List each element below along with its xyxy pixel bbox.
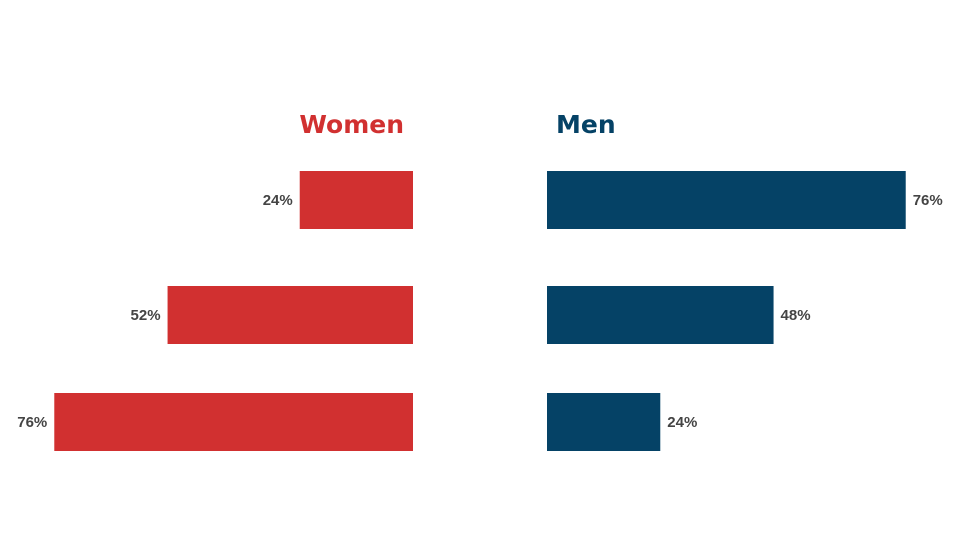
men-bar-3 bbox=[547, 393, 661, 451]
men-value-label-1: 76% bbox=[913, 192, 943, 209]
women-value-label-3: 76% bbox=[17, 414, 47, 431]
women-bar-2 bbox=[167, 286, 413, 344]
men-value-label-3: 24% bbox=[667, 414, 697, 431]
men-bar-1 bbox=[547, 171, 906, 229]
women-bar-1 bbox=[299, 171, 413, 229]
men-group-title: Men bbox=[556, 110, 616, 139]
women-value-label-1: 24% bbox=[263, 192, 293, 209]
women-value-label-2: 52% bbox=[131, 307, 161, 324]
men-value-label-2: 48% bbox=[781, 307, 811, 324]
men-bar-2 bbox=[547, 286, 774, 344]
women-bar-3 bbox=[54, 393, 413, 451]
women-group-title: Women bbox=[299, 110, 404, 139]
chart-marks: 24% 52% 76% 76% 48% 24% bbox=[17, 171, 943, 451]
